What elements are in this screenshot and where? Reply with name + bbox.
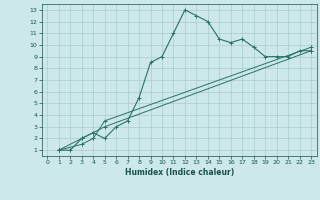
X-axis label: Humidex (Indice chaleur): Humidex (Indice chaleur) [124, 168, 234, 177]
